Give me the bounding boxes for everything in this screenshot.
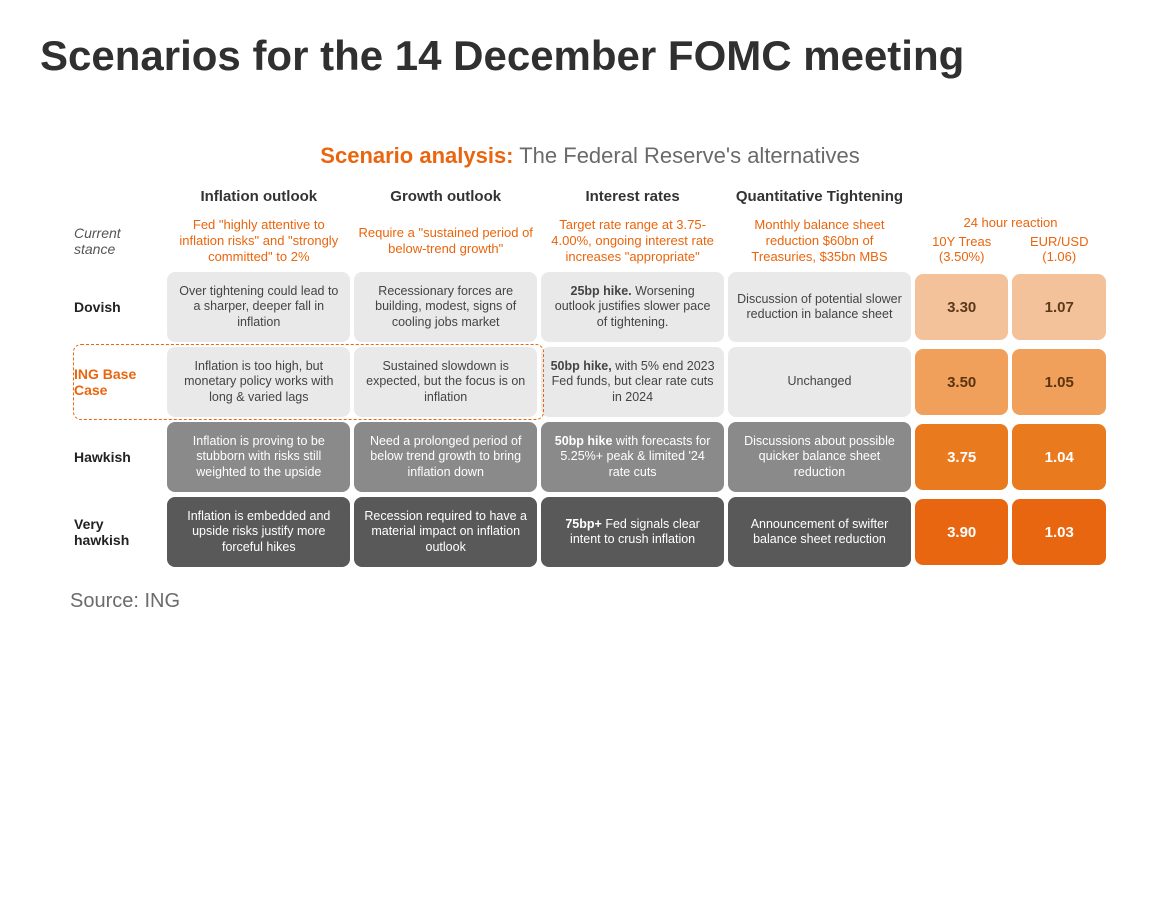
row-label: Dovish xyxy=(74,272,163,342)
reaction-value: 3.75 xyxy=(915,424,1009,490)
value-col-head: EUR/USD (1.06) xyxy=(1012,234,1106,264)
scenario-cell: 50bp hike with forecasts for 5.25%+ peak… xyxy=(541,422,724,492)
analysis-heading: Scenario analysis: The Federal Reserve's… xyxy=(70,143,1110,169)
scenario-cell: Discussions about possible quicker balan… xyxy=(728,422,911,492)
current-stance-cell: Fed "highly attentive to inflation risks… xyxy=(167,215,350,268)
scenario-cell: Discussion of potential slower reduction… xyxy=(728,272,911,342)
heading-rest: The Federal Reserve's alternatives xyxy=(514,143,860,168)
scenario-cell: Recession required to have a material im… xyxy=(354,497,537,567)
source-caption: Source: ING xyxy=(70,590,1110,613)
table-row: Very hawkishInflation is embedded and up… xyxy=(74,497,1106,567)
reaction-value: 1.05 xyxy=(1012,349,1106,415)
scenario-cell: 25bp hike. Worsening outlook justifies s… xyxy=(541,272,724,342)
reaction-value: 1.04 xyxy=(1012,424,1106,490)
scenario-cell: Inflation is proving to be stubborn with… xyxy=(167,422,350,492)
table-row: HawkishInflation is proving to be stubbo… xyxy=(74,422,1106,492)
reaction-header: 24 hour reaction xyxy=(915,215,1106,230)
page-title: Scenarios for the 14 December FOMC meeti… xyxy=(40,30,1130,83)
scenario-cell: Over tightening could lead to a sharper,… xyxy=(167,272,350,342)
row-label: Very hawkish xyxy=(74,497,163,567)
col-head: Interest rates xyxy=(541,188,724,210)
scenario-cell: Unchanged xyxy=(728,347,911,417)
col-head: Inflation outlook xyxy=(167,188,350,210)
scenario-cell: Sustained slowdown is expected, but the … xyxy=(354,347,537,417)
reaction-value: 3.50 xyxy=(915,349,1009,415)
scenario-cell: Inflation is too high, but monetary poli… xyxy=(167,347,350,417)
reaction-value: 1.03 xyxy=(1012,499,1106,565)
scenario-cell: Inflation is embedded and upside risks j… xyxy=(167,497,350,567)
reaction-value: 1.07 xyxy=(1012,274,1106,340)
scenario-cell: Recessionary forces are building, modest… xyxy=(354,272,537,342)
current-stance-cell: Target rate range at 3.75-4.00%, ongoing… xyxy=(541,215,724,268)
row-label-current: Current stance xyxy=(74,215,163,268)
current-stance-cell: Require a "sustained period of below-tre… xyxy=(354,223,537,260)
scenario-analysis: Scenario analysis: The Federal Reserve's… xyxy=(40,143,1130,614)
scenario-cell: 75bp+ Fed signals clear intent to crush … xyxy=(541,497,724,567)
reaction-value: 3.90 xyxy=(915,499,1009,565)
scenario-cell: Announcement of swifter balance sheet re… xyxy=(728,497,911,567)
row-label: Hawkish xyxy=(74,422,163,492)
col-head: Growth outlook xyxy=(354,188,537,210)
scenario-table: Inflation outlook Growth outlook Interes… xyxy=(70,183,1110,573)
row-label: ING Base Case xyxy=(74,347,163,417)
table-row: ING Base CaseInflation is too high, but … xyxy=(74,347,1106,417)
table-row: DovishOver tightening could lead to a sh… xyxy=(74,272,1106,342)
col-head: Quantitative Tightening xyxy=(728,188,911,210)
value-col-head: 10Y Treas (3.50%) xyxy=(915,234,1009,264)
current-stance-row: Current stance Fed "highly attentive to … xyxy=(74,215,1106,268)
reaction-value: 3.30 xyxy=(915,274,1009,340)
heading-strong: Scenario analysis: xyxy=(320,143,513,168)
scenario-cell: 50bp hike, with 5% end 2023 Fed funds, b… xyxy=(541,347,724,417)
scenario-cell: Need a prolonged period of below trend g… xyxy=(354,422,537,492)
current-stance-cell: Monthly balance sheet reduction $60bn of… xyxy=(728,215,911,268)
